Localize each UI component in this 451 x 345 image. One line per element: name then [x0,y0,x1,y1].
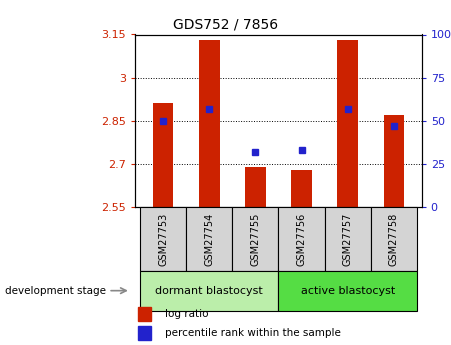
Text: GSM27755: GSM27755 [250,212,260,266]
Text: GSM27758: GSM27758 [389,212,399,266]
Bar [371,207,417,271]
Bar [279,271,417,310]
Bar [384,115,405,207]
Bar [325,207,371,271]
Text: GSM27753: GSM27753 [158,212,168,266]
Bar [152,104,173,207]
Bar [140,271,279,310]
Bar [291,170,312,207]
Bar [232,207,279,271]
Bar [199,40,220,207]
Text: GSM27756: GSM27756 [297,212,307,266]
Text: log ratio: log ratio [165,309,208,319]
Bar [245,167,266,207]
Text: GSM27757: GSM27757 [343,212,353,266]
Text: active blastocyst: active blastocyst [301,286,395,296]
Text: percentile rank within the sample: percentile rank within the sample [165,328,341,338]
Bar [140,207,186,271]
Bar [337,40,358,207]
Bar [279,207,325,271]
Bar [186,207,232,271]
Text: GSM27754: GSM27754 [204,212,214,266]
Text: GDS752 / 7856: GDS752 / 7856 [173,17,278,31]
Text: dormant blastocyst: dormant blastocyst [155,286,263,296]
Text: development stage: development stage [5,286,106,296]
